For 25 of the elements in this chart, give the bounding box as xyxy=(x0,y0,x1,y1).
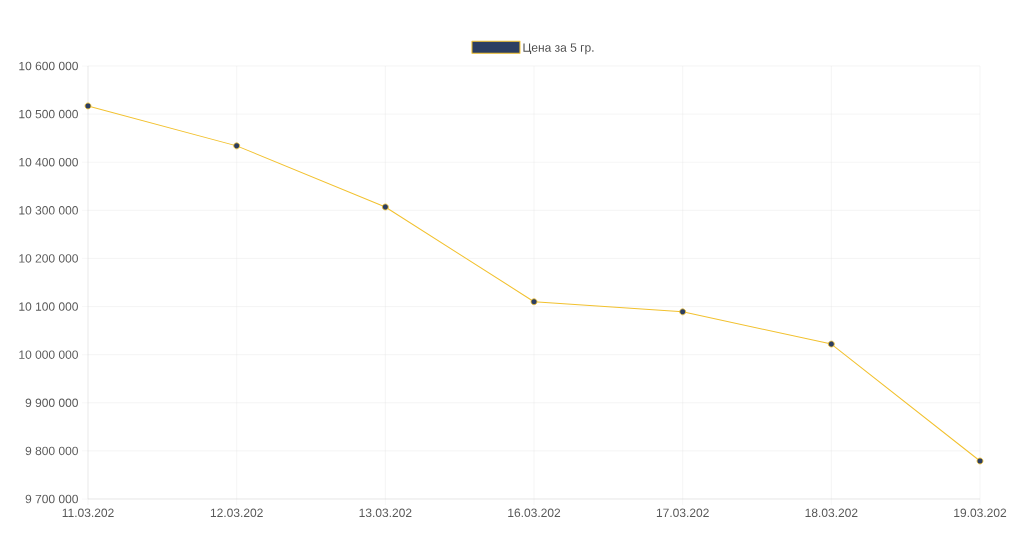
x-tick-label: 12.03.202 xyxy=(210,508,263,518)
x-tick-label: 16.03.202 xyxy=(508,508,561,518)
y-tick-label: 10 300 000 xyxy=(19,206,78,215)
x-tick-label: 18.03.202 xyxy=(805,508,858,518)
y-tick-label: 10 500 000 xyxy=(19,109,78,119)
x-tick-label: 19.03.202 xyxy=(954,508,1007,518)
y-tick-label: 9 900 000 xyxy=(25,398,78,408)
point xyxy=(381,203,389,211)
y-tick-label: 9 800 000 xyxy=(25,446,78,456)
y-tick-label: 10 600 000 xyxy=(19,61,78,71)
y-tick-label: 9 700 000 xyxy=(25,494,78,504)
point xyxy=(976,457,984,465)
point xyxy=(530,298,538,306)
y-tick-label: 10 000 000 xyxy=(19,350,78,359)
point xyxy=(233,142,241,150)
point xyxy=(827,340,835,348)
point xyxy=(679,308,687,316)
x-tick-label: 11.03.202 xyxy=(62,508,114,518)
y-tick-label: 10 100 000 xyxy=(19,302,78,311)
legend-label: Цена за 5 гр. xyxy=(523,43,594,55)
point xyxy=(84,102,92,110)
x-tick-label: 17.03.202 xyxy=(656,508,709,518)
x-tick-label: 13.03.202 xyxy=(359,508,412,518)
y-tick-label: 10 400 000 xyxy=(19,157,78,167)
y-tick-label: 10 200 000 xyxy=(19,254,78,263)
